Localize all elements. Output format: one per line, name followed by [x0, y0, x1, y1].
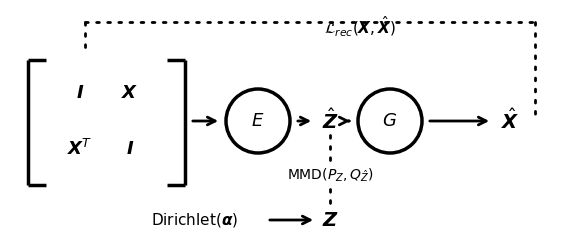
- Text: $\boldsymbol{X}$: $\boldsymbol{X}$: [121, 84, 139, 102]
- Text: $\mathrm{Dirichlet}(\boldsymbol{\alpha})$: $\mathrm{Dirichlet}(\boldsymbol{\alpha})…: [152, 211, 239, 229]
- Text: $E$: $E$: [251, 112, 264, 130]
- Text: $\mathcal{L}_{rec}(\boldsymbol{X}, \hat{\boldsymbol{X}})$: $\mathcal{L}_{rec}(\boldsymbol{X}, \hat{…: [324, 15, 396, 39]
- Text: $\hat{\boldsymbol{X}}$: $\hat{\boldsymbol{X}}$: [500, 108, 519, 134]
- Text: $G$: $G$: [382, 112, 397, 130]
- Text: $\boldsymbol{I}$: $\boldsymbol{I}$: [76, 84, 84, 102]
- Text: $\mathrm{MMD}(P_Z, Q_{\hat{Z}})$: $\mathrm{MMD}(P_Z, Q_{\hat{Z}})$: [287, 166, 373, 184]
- Text: $\boldsymbol{Z}$: $\boldsymbol{Z}$: [321, 211, 339, 229]
- Text: $\hat{\boldsymbol{Z}}$: $\hat{\boldsymbol{Z}}$: [321, 108, 339, 134]
- Text: $\boldsymbol{I}$: $\boldsymbol{I}$: [126, 140, 134, 158]
- Text: $\boldsymbol{X}^T$: $\boldsymbol{X}^T$: [67, 139, 93, 159]
